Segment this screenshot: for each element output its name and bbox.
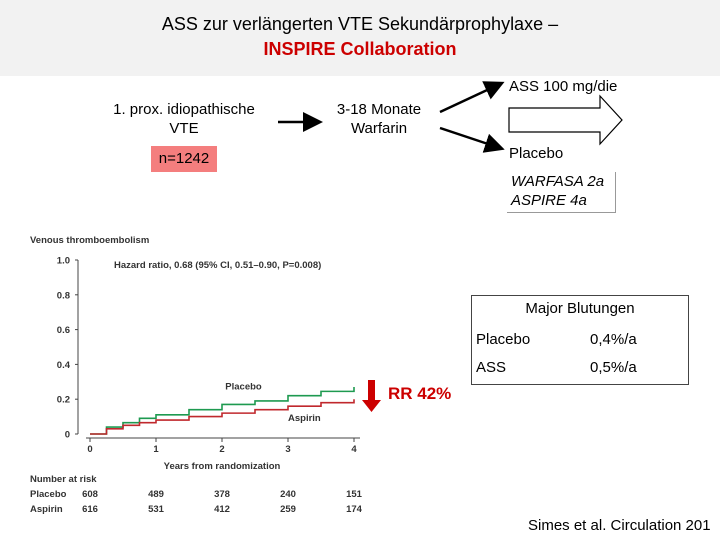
bleeding-box: Major Blutungen Placebo 0,4%/a ASS 0,5%/… — [471, 295, 689, 385]
y-tick-label: 0.2 — [57, 395, 70, 406]
x-tick-label: 3 — [285, 444, 290, 455]
risk-cell: 259 — [280, 504, 296, 515]
x-tick-label: 4 — [351, 444, 357, 455]
y-tick-label: 0 — [65, 430, 70, 441]
x-tick-label: 2 — [219, 444, 224, 455]
bleeding-title: Major Blutungen — [525, 300, 635, 317]
indication-line-1: 1. prox. idiopathische — [113, 101, 255, 118]
arrow-to-ass — [439, 81, 505, 114]
trials-box: WARFASA 2a ASPIRE 4a — [507, 172, 616, 213]
bleeding-row-ass-label: ASS — [476, 359, 507, 376]
risk-table-title: Number at risk — [30, 474, 97, 485]
trial-aspire: ASPIRE 4a — [511, 192, 587, 209]
risk-cell: 531 — [148, 504, 165, 515]
chart-axes: 0 0.2 0.4 0.6 0.8 1.0 0 1 2 3 4 — [57, 256, 360, 455]
indication-line-2: VTE — [169, 120, 199, 137]
warfarin-line-1: 3-18 Monate — [336, 101, 422, 118]
arm-ass-label: ASS 100 mg/die — [509, 78, 618, 95]
y-tick-label: 1.0 — [57, 256, 70, 267]
y-tick-label: 0.4 — [57, 360, 71, 371]
series-label-aspirin: Aspirin — [288, 413, 321, 424]
bleeding-row-ass-value: 0,5%/a — [590, 359, 637, 376]
risk-cell: 412 — [214, 504, 230, 515]
risk-cell: 240 — [280, 489, 296, 500]
citation: Simes et al. Circulation 201 — [528, 517, 711, 534]
slide-subtitle: INSPIRE Collaboration — [263, 39, 457, 59]
bleeding-row-placebo-label: Placebo — [476, 331, 531, 348]
indication-label: 1. prox. idiopathische VTE — [96, 100, 272, 138]
km-chart: Venous thromboembolism Hazard ratio, 0.6… — [30, 235, 363, 515]
risk-cell: 489 — [148, 489, 164, 500]
warfarin-label: 3-18 Monate Warfarin — [326, 100, 432, 138]
header-band — [0, 0, 720, 76]
x-tick-label: 1 — [153, 444, 159, 455]
series-line-aspirin — [90, 399, 355, 435]
risk-reduction-label: RR 42% — [388, 384, 452, 403]
warfarin-line-2: Warfarin — [350, 120, 408, 137]
down-arrow-icon — [362, 380, 381, 412]
bleeding-row-placebo-value: 0,4%/a — [590, 331, 637, 348]
risk-cell: 151 — [346, 489, 363, 500]
series-label-placebo: Placebo — [225, 382, 262, 393]
chart-series-labels: Placebo Aspirin — [225, 382, 321, 424]
risk-cell: 616 — [82, 504, 98, 515]
risk-cell: 378 — [214, 489, 230, 500]
risk-row-label: Placebo — [30, 489, 67, 500]
y-tick-label: 0.8 — [57, 290, 70, 301]
x-tick-label: 0 — [87, 444, 92, 455]
risk-row-label: Aspirin — [30, 504, 63, 515]
chart-series — [90, 387, 355, 435]
chart-title: Venous thromboembolism — [30, 235, 149, 246]
hazard-ratio-annotation: Hazard ratio, 0.68 (95% CI, 0.51–0.90, P… — [114, 260, 321, 271]
risk-cell: 608 — [82, 489, 98, 500]
slide-title: ASS zur verlängerten VTE Sekundärprophyl… — [161, 14, 559, 34]
series-line-placebo — [90, 387, 355, 435]
risk-table: Placebo 608 489 378 240 151 Aspirin 616 531 412 25… — [30, 489, 363, 515]
n-badge: n=1242 — [151, 146, 217, 172]
flow-arrows — [278, 81, 623, 153]
arrow-to-placebo — [439, 126, 505, 153]
x-axis-label: Years from randomization — [164, 461, 281, 472]
arm-placebo-label: Placebo — [509, 145, 564, 162]
ass-block-arrow — [508, 94, 623, 146]
risk-cell: 174 — [346, 504, 363, 515]
y-tick-label: 0.6 — [57, 325, 70, 336]
trial-warfasa: WARFASA 2a — [511, 173, 605, 190]
